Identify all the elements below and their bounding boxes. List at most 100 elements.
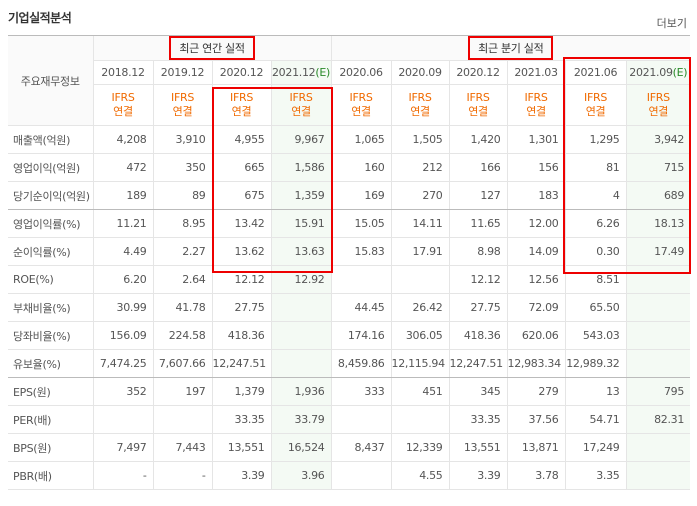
cell: 270 (390, 181, 450, 210)
cell: 451 (390, 377, 450, 406)
cell: 156 (506, 153, 566, 182)
cell: 183 (506, 181, 566, 210)
cell: 156.09 (92, 321, 153, 350)
cell: 675 (211, 181, 271, 210)
cell: 689 (625, 181, 691, 210)
cell: 17.91 (390, 237, 450, 266)
cell: 7,607.66 (152, 349, 212, 378)
cell (270, 321, 332, 350)
cell: 212 (390, 153, 450, 182)
accounting-header: IFRS 연결 (92, 84, 153, 126)
cell: 12.56 (506, 265, 566, 294)
cell: 7,474.25 (92, 349, 153, 378)
cell: 2.64 (152, 265, 212, 294)
cell: 12,247.51 (211, 349, 271, 378)
cell: 12,989.32 (564, 349, 627, 378)
cell: 13 (564, 377, 627, 406)
accounting-standard: IFRS (466, 91, 490, 104)
consolidation: 연결 (113, 105, 133, 118)
cell: 169 (330, 181, 392, 210)
cell: 14.11 (390, 209, 450, 238)
period-header: 2019.12 (152, 60, 212, 85)
accounting-standard: IFRS (289, 91, 313, 104)
data-row: 당기순이익(억원) 189 89 675 1,359 169 270 127 183 4 689 (8, 181, 691, 210)
cell: 15.05 (330, 209, 392, 238)
cell: 345 (448, 377, 508, 406)
cell: 12,339 (390, 433, 450, 462)
cell: 166 (448, 153, 508, 182)
period-header: 2021.03 (506, 60, 566, 85)
cell: 17.49 (625, 237, 691, 266)
consolidation: 연결 (351, 105, 371, 118)
accounting-header: IFRS 연결 (152, 84, 212, 126)
accounting-header: IFRS 연결 (270, 84, 332, 126)
cell: 715 (625, 153, 691, 182)
cell: 1,379 (211, 377, 271, 406)
cell: 1,505 (390, 125, 450, 154)
cell: 8.95 (152, 209, 212, 238)
data-row: 순이익률(%) 4.49 2.27 13.62 13.63 15.83 17.91 8.98 1… (8, 237, 691, 266)
more-link[interactable]: 더보기 (656, 17, 687, 30)
row-label: 유보율(%) (8, 349, 93, 378)
cell: 174.16 (330, 321, 392, 350)
cell: 12.00 (506, 209, 566, 238)
cell: 30.99 (92, 293, 153, 322)
cell: 15.83 (330, 237, 392, 266)
cell: 18.13 (625, 209, 691, 238)
cell (270, 293, 332, 322)
consolidation: 연결 (585, 105, 606, 118)
cell: 1,586 (270, 153, 332, 182)
header-row: 2018.12 2019.12 2020.12 2021.12(E) 2020.06 20… (8, 60, 691, 85)
cell: 224.58 (152, 321, 212, 350)
row-label: 영업이익(억원) (8, 153, 93, 182)
cell: 3.35 (564, 461, 627, 490)
cell: 795 (625, 377, 691, 406)
cell: 12.92 (270, 265, 332, 294)
cell: 4.55 (390, 461, 450, 490)
cell: 13,551 (211, 433, 271, 462)
cell: 26.42 (390, 293, 450, 322)
cell: 14.09 (506, 237, 566, 266)
cell: 27.75 (448, 293, 508, 322)
cell: 3,942 (625, 125, 691, 154)
consolidation: 연결 (410, 105, 430, 118)
cell: 2.27 (152, 237, 212, 266)
cell: 3.96 (270, 461, 332, 490)
accounting-standard: IFRS (230, 91, 253, 104)
cell: 13.42 (211, 209, 271, 238)
cell: 1,359 (270, 181, 332, 210)
cell: 65.50 (564, 293, 627, 322)
group-header: 최근 연간 실적 (92, 35, 332, 61)
row-label: 매출액(억원) (8, 125, 93, 154)
cell: 333 (330, 377, 392, 406)
accounting-standard: IFRS (349, 91, 373, 104)
consolidation: 연결 (231, 105, 252, 118)
consolidation: 연결 (648, 105, 669, 118)
accounting-header: IFRS 연결 (564, 84, 627, 126)
cell: 12.12 (211, 265, 271, 294)
cell: 7,497 (92, 433, 153, 462)
cell: 13,871 (506, 433, 566, 462)
cell: 6.20 (92, 265, 153, 294)
cell: 279 (506, 377, 566, 406)
highlight-box (563, 57, 691, 274)
cell: 1,936 (270, 377, 332, 406)
row-label: 영업이익률(%) (8, 209, 93, 238)
cell: 4.49 (92, 237, 153, 266)
cell: 37.56 (506, 405, 566, 434)
cell: 9,967 (270, 125, 332, 154)
cell: 54.71 (564, 405, 627, 434)
data-row: 유보율(%) 7,474.25 7,607.66 12,247.51 8,459.86 1… (8, 349, 691, 378)
row-label: EPS(원) (8, 377, 93, 406)
cell (625, 265, 691, 294)
cell: 15.91 (270, 209, 332, 238)
cell: 1,295 (564, 125, 627, 154)
cell: 197 (152, 377, 212, 406)
cell: 72.09 (506, 293, 566, 322)
period-header: 2020.12 (448, 60, 508, 85)
row-label: 순이익률(%) (8, 237, 93, 266)
cell (625, 461, 691, 490)
data-row: EPS(원) 352 197 1,379 1,936 333 451 345 279 13 795 (8, 377, 691, 406)
data-row: ROE(%) 6.20 2.64 12.12 12.92 12.12 12.56 8.51 (8, 265, 691, 294)
corner-cell: 주요재무정보 (8, 35, 93, 126)
